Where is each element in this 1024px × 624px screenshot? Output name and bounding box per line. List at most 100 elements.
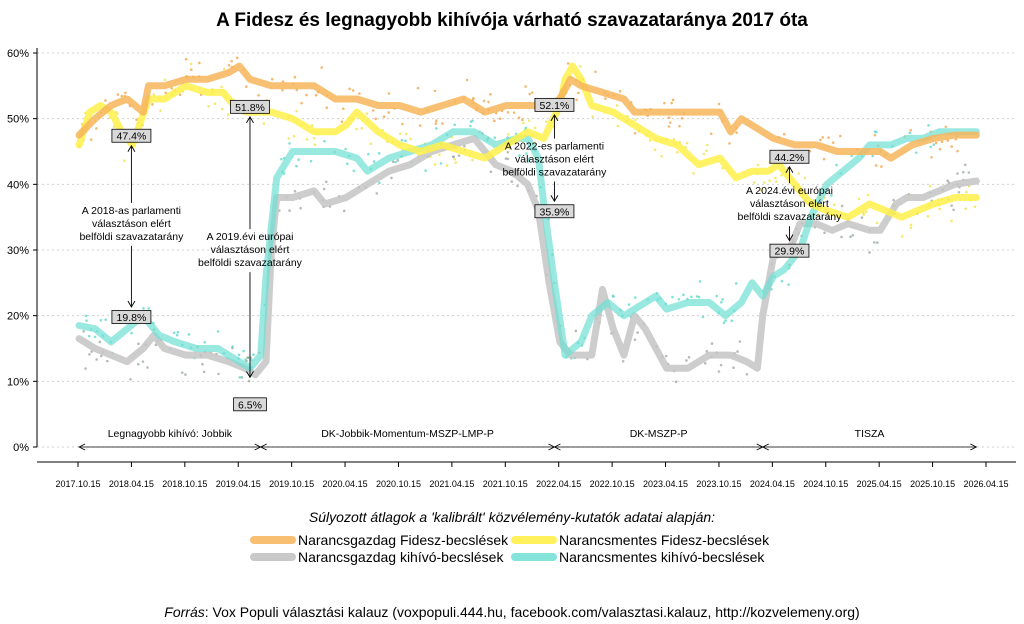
poll-dot-fidesz_poor [591,115,594,118]
poll-dot-fidesz_poor [527,119,531,122]
poll-dot-fidesz_rich [170,87,174,90]
annotation-value: 35.9% [540,206,570,218]
poll-dot-challenger_poor [424,169,427,172]
poll-dot-fidesz_poor [973,205,977,209]
poll-dot-challenger_rich [99,354,103,358]
x-tick-label: 2018.04.15 [109,479,154,489]
legend-item-fidesz-rich: Narancsgazdag Fidesz-becslések [298,532,509,548]
poll-dot-fidesz_poor [369,142,373,146]
poll-dot-fidesz_rich [104,99,107,102]
poll-dot-fidesz_rich [320,66,323,69]
poll-dot-fidesz_rich [717,102,721,106]
poll-dot-fidesz_rich [839,134,842,138]
annotation-text-line: választáson elért [92,218,171,230]
poll-dot-fidesz_poor [305,138,309,141]
x-tick-label: 2020.04.15 [323,479,368,489]
poll-dot-challenger_poor [323,139,326,143]
x-tick-label: 2021.04.15 [429,479,474,489]
poll-dot-fidesz_poor [355,127,358,131]
poll-dot-fidesz_poor [438,153,441,156]
poll-dot-fidesz_poor [295,109,298,113]
poll-dot-fidesz_poor [471,158,474,162]
source-text: : Vox Populi választási kalauz (voxpopul… [205,604,860,620]
x-tick-label: 2022.04.15 [536,479,581,489]
poll-dot-challenger_poor [830,194,833,197]
poll-dot-challenger_rich [288,209,291,212]
period-label: TISZA [855,428,885,440]
poll-dot-challenger_poor [352,169,356,173]
poll-dot-challenger_rich [217,372,220,376]
source-note: Forrás: Vox Populi választási kalauz (vo… [164,604,859,620]
poll-dot-challenger_poor [147,307,150,310]
poll-dot-challenger_rich [738,340,742,343]
poll-dot-challenger_rich [851,233,855,237]
annotation-box [534,204,575,219]
poll-dot-fidesz_rich [492,119,496,123]
poll-dot-challenger_poor [633,296,637,299]
poll-dot-challenger_poor [345,162,349,166]
poll-dot-fidesz_rich [667,125,671,128]
poll-dot-challenger_rich [510,180,514,183]
poll-dot-challenger_rich [636,331,639,334]
poll-dot-fidesz_rich [281,88,284,92]
poll-dot-challenger_poor [280,157,283,161]
annotation-value: 29.9% [775,246,805,258]
poll-dot-fidesz_rich [401,122,404,126]
poll-dot-challenger_rich [872,241,876,244]
poll-dot-fidesz_rich [524,85,527,88]
poll-dot-fidesz_rich [120,94,124,98]
x-tick-label: 2023.10.15 [696,479,741,489]
poll-dot-fidesz_rich [678,124,681,128]
poll-dot-fidesz_rich [909,128,913,132]
poll-dot-challenger_poor [400,138,404,142]
poll-dot-challenger_rich [342,209,346,213]
poll-dot-fidesz_rich [416,86,420,90]
period-label: Legnagyobb kihívó: Jobbik [108,428,233,440]
poll-dot-challenger_poor [697,295,701,299]
poll-dot-challenger_rich [705,350,709,353]
poll-dot-challenger_rich [240,376,244,379]
poll-dot-challenger_poor [297,158,300,162]
poll-dot-fidesz_rich [821,136,824,139]
poll-dot-fidesz_rich [873,133,877,137]
poll-dot-fidesz_poor [774,176,777,180]
annotation-box [769,149,810,164]
poll-dot-fidesz_rich [95,127,98,130]
poll-dot-fidesz_poor [857,197,861,201]
poll-dot-challenger_poor [611,294,615,298]
poll-dot-fidesz_poor [292,134,296,138]
poll-dot-fidesz_poor [950,219,953,223]
poll-dot-challenger_poor [932,143,936,146]
poll-dot-fidesz_poor [909,226,912,230]
poll-dot-challenger_rich [516,184,519,188]
poll-dot-fidesz_poor [221,107,224,111]
poll-dot-challenger_rich [674,380,678,384]
poll-dot-fidesz_rich [235,56,239,60]
poll-dot-fidesz_rich [482,99,486,103]
annotation-arrowhead [246,371,254,379]
x-tick-label: 2021.10.15 [483,479,528,489]
poll-dot-fidesz_rich [465,78,469,82]
poll-dot-challenger_rich [463,144,466,148]
poll-dot-fidesz_rich [374,117,378,121]
poll-dot-fidesz_poor [226,113,230,116]
poll-dot-fidesz_poor [454,161,458,164]
annotation-text-line: A 2019.évi európai [206,231,293,243]
poll-dot-fidesz_poor [222,67,226,71]
annotation-box [111,310,152,324]
poll-dot-fidesz_poor [159,109,162,112]
poll-dot-challenger_rich [246,356,250,360]
poll-dot-challenger_poor [453,123,457,127]
source-prefix: Forrás [164,604,204,620]
poll-dot-challenger_rich [396,159,400,162]
poll-dot-challenger_poor [721,297,724,301]
poll-dot-challenger_poor [377,152,381,155]
poll-dot-fidesz_rich [124,91,127,95]
poll-dot-fidesz_rich [512,111,516,114]
poll-dot-fidesz_rich [709,132,713,136]
poll-dot-fidesz_poor [220,85,223,89]
poll-dot-challenger_poor [203,341,207,344]
poll-dot-challenger_poor [244,358,247,361]
y-tick-label: 30% [7,245,29,257]
poll-dot-challenger_rich [457,154,461,157]
